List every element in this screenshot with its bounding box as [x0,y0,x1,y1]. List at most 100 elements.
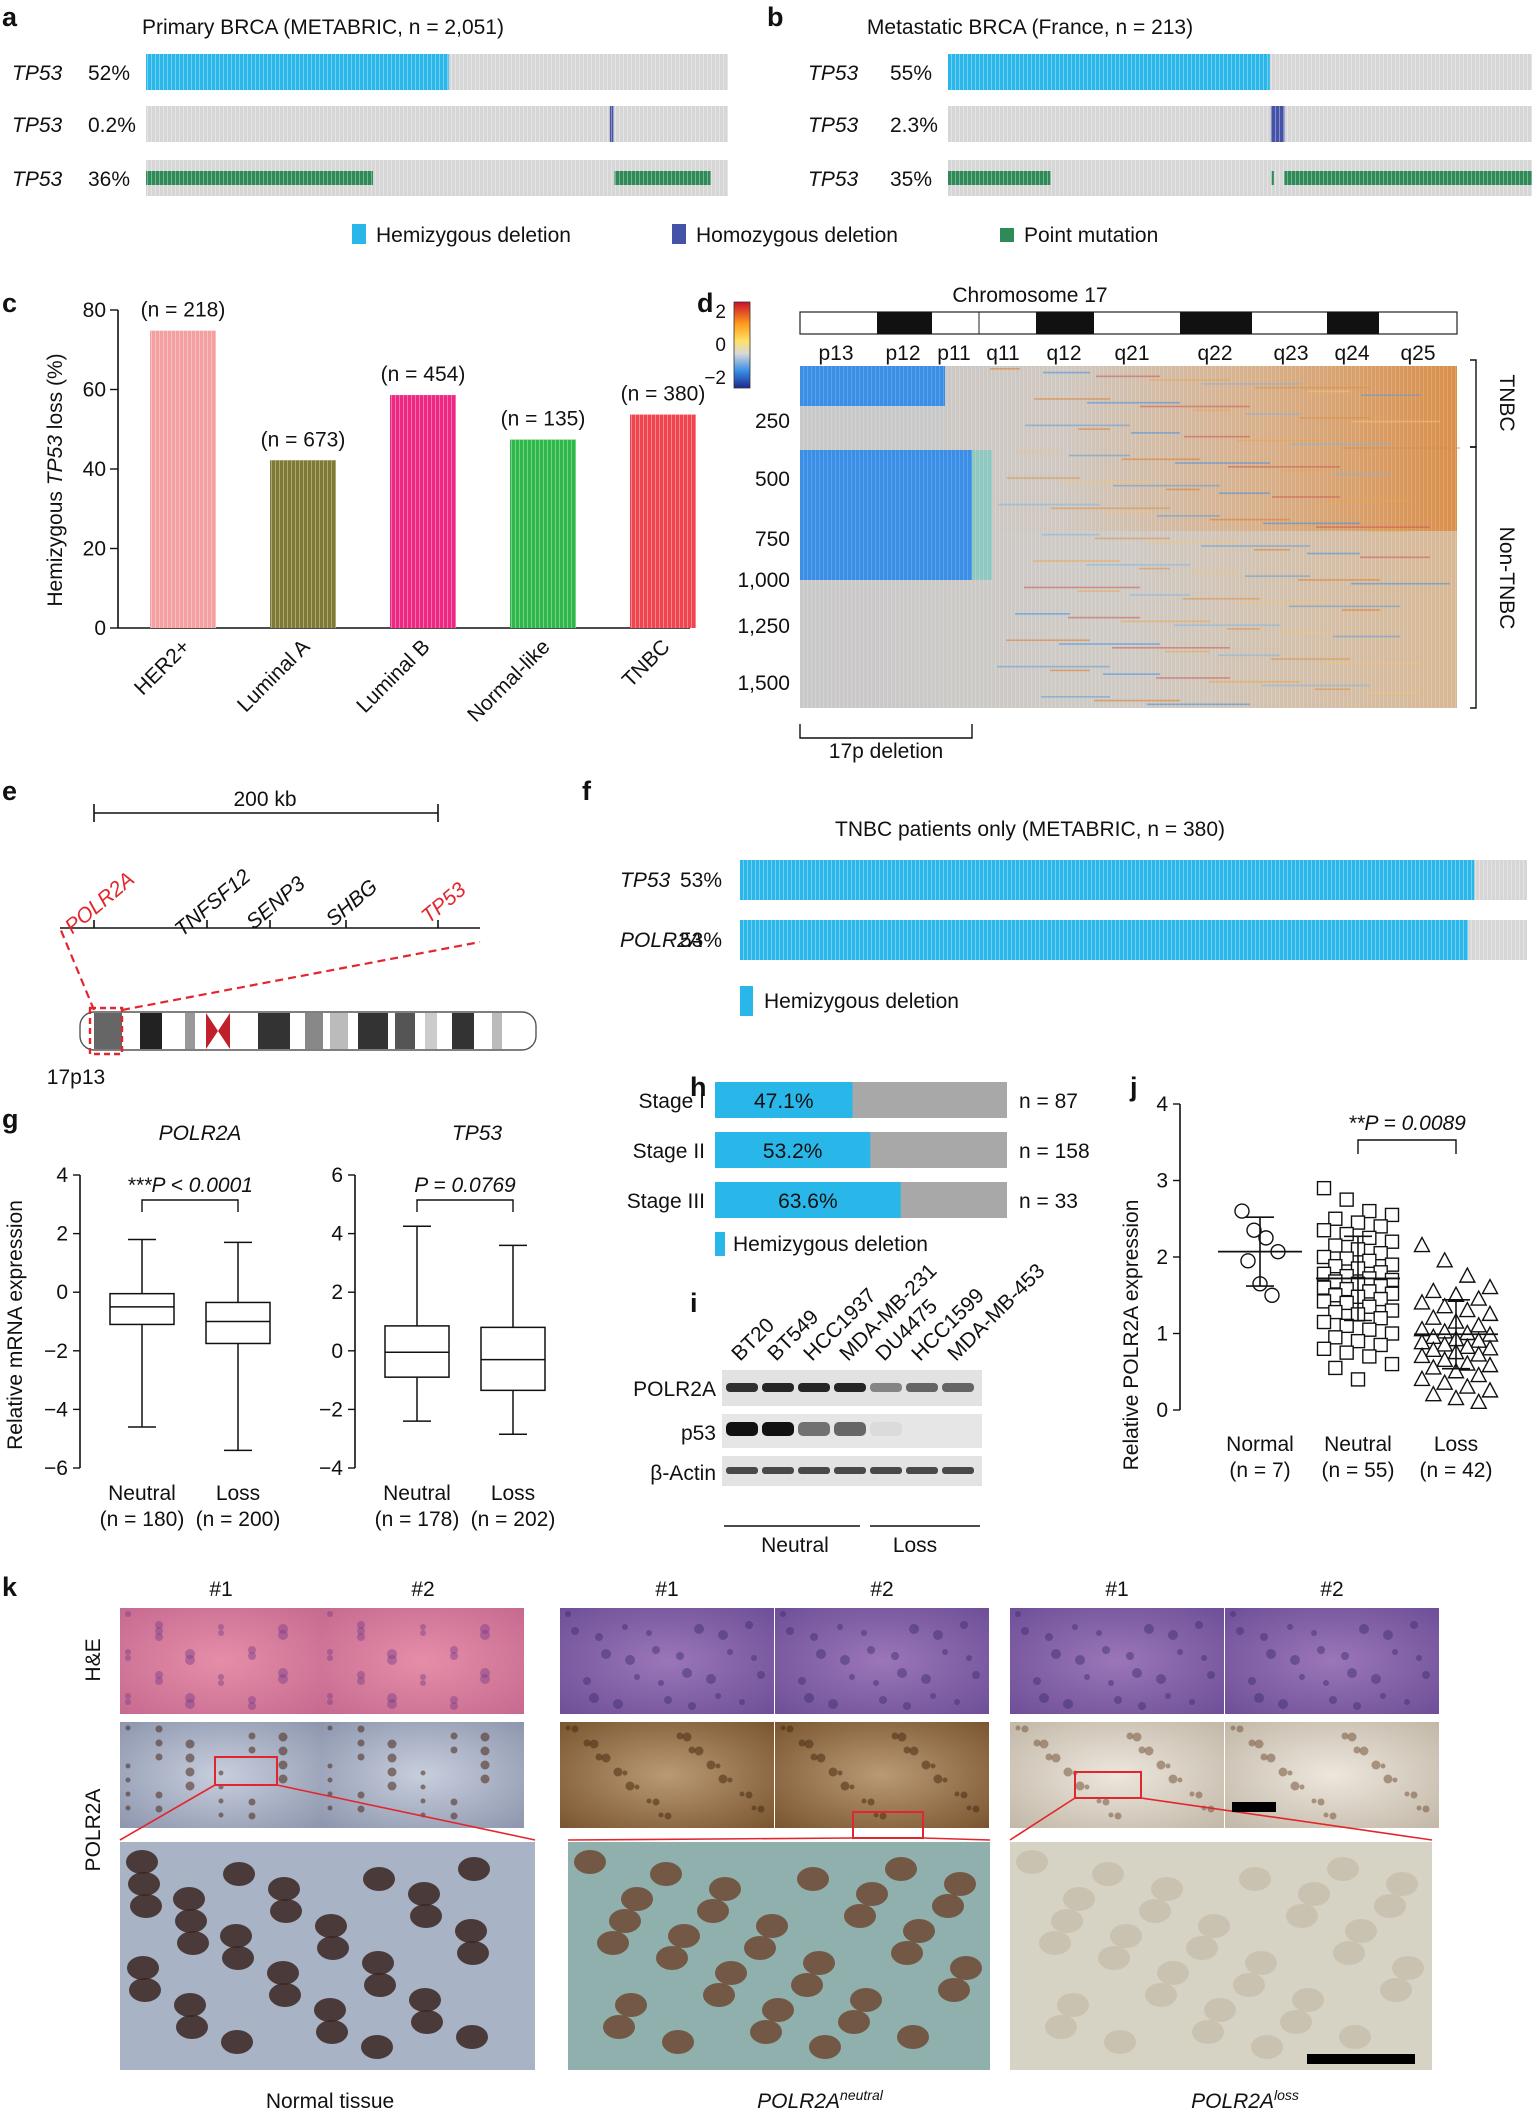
k-zoom-nucleus [697,1899,729,1923]
j-point-neutral [1373,1310,1388,1326]
k-zoom-nucleus [656,1946,688,1970]
k-zoom-nucleus [1333,1941,1365,1965]
k-ihc-nucleus [278,1760,288,1770]
legend-label-point: Point mutation [1024,224,1158,247]
k-he-nucleus [664,1696,672,1704]
gene-label: TP53 [12,168,63,191]
j-point-neutral [1362,1349,1377,1364]
k-zoom-nucleus [455,1919,487,1943]
k-ihc-nucleus [1230,1725,1236,1731]
c-n-label: (n = 135) [501,408,586,431]
band-polr2a [870,1383,902,1392]
panel-j-ylabel: Relative POLR2A expression [1120,1200,1143,1471]
k-he-nucleus [625,1655,635,1665]
j-point-loss [1424,1308,1442,1325]
k-he-nucleus [420,1630,426,1636]
k-he-nucleus [357,1671,365,1679]
k-sample-label: #2 [1320,1578,1343,1601]
band-polr2a [834,1383,866,1392]
k-he-nucleus [879,1696,887,1704]
heatmap-streak [1315,688,1350,691]
k-ihc-nucleus [1404,1791,1410,1797]
k-he-nucleus [1108,1680,1114,1686]
j-ytick-label: 2 [1156,1246,1168,1269]
k-ihc-nucleus [420,1784,426,1790]
k-zoom-nucleus [609,1909,641,1933]
g-ytick-label: −4 [319,1457,343,1480]
k-ihc-nucleus [155,1753,163,1761]
k-he-image [1010,1608,1224,1714]
g-n-label: (n = 180) [100,1508,185,1531]
g-n-label: (n = 202) [471,1508,556,1531]
k-zoom-line [1009,1797,1076,1841]
k-he-nucleus [613,1699,623,1709]
heatmap-ytick: 500 [755,468,790,491]
track-texture [146,160,728,196]
j-point-loss [1413,1369,1431,1387]
heatmap-streak [1157,515,1220,517]
band-polr2a [762,1383,794,1392]
c-category-label: TNBC [618,635,675,692]
heatmap-streak [990,368,1020,370]
k-ihc-nucleus [125,1805,131,1811]
k-roi-box [1074,1771,1142,1799]
k-ihc-nucleus [450,1798,458,1806]
k-he-nucleus [960,1621,968,1629]
g-group-label: Loss [491,1482,535,1505]
k-he-image [1225,1608,1439,1714]
k-ihc-nucleus [278,1732,288,1742]
k-he-nucleus [1287,1624,1293,1630]
panel-h-legend-swatch [715,1232,725,1256]
k-he-nucleus [1380,1693,1386,1699]
j-point-normal [1234,1203,1250,1219]
k-he-nucleus [480,1674,490,1684]
heatmap-streak [1342,609,1380,611]
heatmap-streak [1280,631,1330,634]
k-he-nucleus [1072,1624,1078,1630]
k-zoom-line [567,1837,854,1841]
deletion-label: 17p deletion [829,740,943,763]
k-ihc-nucleus [652,1798,660,1806]
k-ihc-nucleus [921,1760,931,1770]
k-sample-label: #2 [870,1578,893,1601]
k-ihc-nucleus [218,1812,224,1818]
band-polr2a [726,1383,758,1392]
band-polr2a [798,1383,830,1392]
j-point-neutral [1328,1360,1343,1376]
k-he-nucleus [357,1627,365,1635]
heatmap-streak [1104,511,1150,513]
k-zoom-nucleus [317,1936,349,1960]
k-he-nucleus [828,1699,838,1709]
zoom-line-right [121,940,481,1012]
k-zoom-nucleus [1186,1936,1218,1960]
j-point-loss [1458,1354,1476,1371]
k-zoom-nucleus [1233,1973,1265,1997]
k-ihc-nucleus [658,1812,664,1818]
k-zoom-nucleus [574,1850,606,1874]
j-sig-bracket [1357,1139,1457,1154]
k-zoom-nucleus [1345,1919,1377,1943]
k-he-nucleus [1051,1649,1061,1659]
pct-label: 36% [88,168,130,191]
k-ihc-nucleus [1422,1805,1430,1813]
panel-b-title: Metastatic BRCA (France, n = 213) [867,16,1193,39]
k-he-nucleus [751,1655,757,1661]
k-ihc-nucleus [954,1791,960,1797]
k-he-nucleus [903,1702,911,1710]
j-point-neutral [1384,1326,1400,1341]
k-ihc-nucleus [780,1725,786,1731]
k-zoom-nucleus [1063,1887,1095,1911]
k-zoom-nucleus [621,1887,653,1911]
f-track-texture [740,920,1527,960]
heatmap-streak [1262,684,1370,687]
k-he-nucleus [1132,1668,1142,1678]
k-zoom-nucleus [603,2015,635,2039]
k-zoom-nucleus [856,1882,888,1906]
k-zoom-nucleus [173,1887,205,1911]
j-point-neutral [1350,1372,1366,1387]
h-bar-fill [715,1082,853,1118]
c-ytick-label: 60 [83,379,106,402]
k-he-nucleus [933,1630,943,1640]
k-zoom-nucleus [364,1973,396,1997]
track-texture [948,106,1532,142]
